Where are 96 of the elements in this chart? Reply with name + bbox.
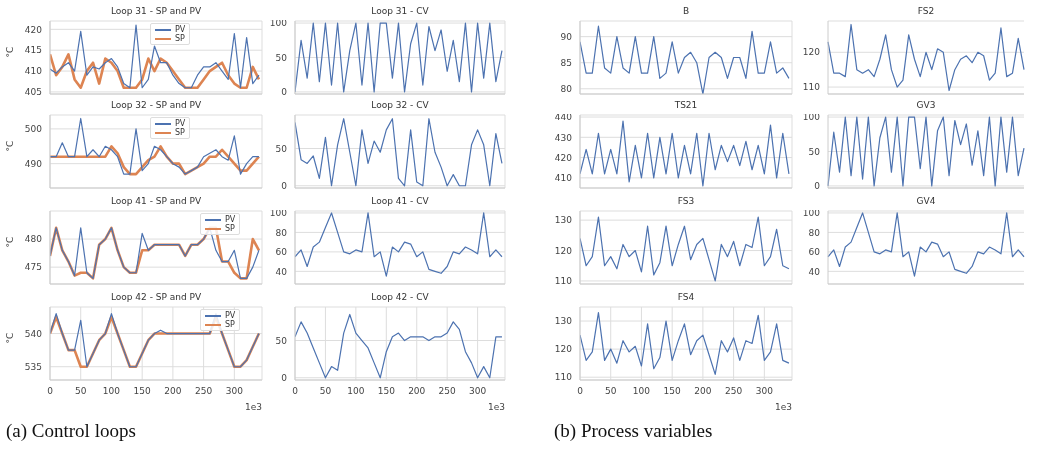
x-tick-label: 150 [133,386,152,397]
y-tick-label: 80 [275,227,288,238]
x-tick-label: 100 [347,386,365,397]
y-tick-label: 40 [808,266,821,277]
x-axis-title: 1e3 [775,402,792,412]
y-tick-label: 430 [554,132,573,143]
x-axis-title: 1e3 [488,402,505,412]
y-tick-label: 100 [802,112,821,123]
legend-label: PV [225,215,236,224]
y-tick-label: 80 [560,83,573,94]
x-tick-label: 300 [469,386,487,397]
y-tick-label: 0 [814,181,821,192]
legend-label: PV [225,311,236,320]
y-tick-label: 50 [275,52,288,63]
x-tick-label: 0 [577,386,584,397]
y-tick-label: 60 [275,247,288,258]
x-tick-label: 150 [663,386,682,397]
x-tick-label: 250 [438,386,457,397]
x-tick-label: 100 [102,386,121,397]
x-tick-label: 100 [632,386,651,397]
y-axis-title: °C [5,332,16,344]
chart-title: Loop 42 - SP and PV [109,292,203,302]
y-tick-label: 60 [808,247,821,258]
y-axis-title: °C [5,236,16,248]
y-tick-label: 110 [554,276,573,287]
y-tick-label: 90 [560,31,573,42]
legend-label: SP [225,224,235,233]
y-tick-label: 100 [269,18,288,29]
legend-label: SP [225,320,235,329]
chart-title: Loop 32 - CV [370,100,430,110]
y-tick-label: 100 [802,208,821,219]
y-tick-label: 110 [802,82,821,93]
y-tick-label: 500 [24,124,43,135]
x-tick-label: 200 [694,386,712,397]
y-tick-label: 0 [281,180,288,191]
chart-title: Loop 32 - SP and PV [109,100,203,110]
y-tick-label: 130 [554,316,573,327]
chart-title: GV4 [915,196,937,206]
y-tick-label: 120 [802,47,821,58]
y-tick-label: 80 [808,227,821,238]
y-tick-label: 410 [24,66,43,77]
legend-label: SP [175,34,185,43]
chart-title: B [681,6,691,16]
chart-title: Loop 42 - CV [370,292,430,302]
x-tick-label: 150 [377,386,396,397]
y-tick-label: 110 [554,372,573,383]
x-tick-label: 250 [195,386,213,397]
y-tick-label: 50 [275,335,288,346]
y-tick-label: 0 [281,87,288,98]
chart-title: FS2 [916,6,936,16]
x-tick-label: 0 [292,386,299,397]
y-tick-label: 85 [560,57,572,68]
y-tick-label: 130 [554,215,573,226]
x-axis-title: 1e3 [245,402,262,412]
x-tick-label: 200 [164,386,182,397]
x-tick-label: 50 [75,386,87,397]
y-tick-label: 410 [554,173,573,184]
y-tick-label: 540 [24,328,43,339]
y-tick-label: 50 [275,143,288,154]
y-tick-label: 120 [554,245,573,256]
chart-title: FS3 [676,196,696,206]
y-axis-title: °C [5,140,16,152]
y-tick-label: 50 [808,146,821,157]
y-tick-label: 120 [554,344,573,355]
y-tick-label: 490 [24,158,43,169]
x-tick-label: 300 [225,386,244,397]
y-tick-label: 475 [24,262,42,273]
y-tick-label: 415 [24,45,42,56]
y-tick-label: 535 [24,361,42,372]
x-tick-label: 200 [408,386,426,397]
y-tick-label: 440 [554,112,573,123]
legend-label: PV [175,119,186,128]
y-axis-title: °C [5,46,16,58]
x-tick-label: 50 [319,386,332,397]
y-tick-label: 420 [554,152,573,163]
legend-label: SP [175,128,185,137]
chart-title: Loop 31 - CV [370,6,430,16]
y-tick-label: 40 [275,266,288,277]
chart-title: TS21 [673,100,699,110]
y-tick-label: 480 [24,234,43,245]
text: (a) Control loops [6,420,136,442]
x-tick-label: 50 [605,386,617,397]
chart-title: Loop 41 - CV [370,196,430,206]
y-tick-label: 0 [281,372,288,383]
x-tick-label: 0 [47,386,54,397]
chart-title: Loop 41 - SP and PV [109,196,203,206]
x-tick-label: 250 [725,386,743,397]
y-tick-label: 420 [24,24,43,35]
chart-title: GV3 [915,100,937,110]
legend-label: PV [175,25,186,34]
text: (b) Process variables [554,420,713,442]
y-tick-label: 405 [24,87,42,98]
y-tick-label: 100 [269,208,288,219]
x-tick-label: 300 [755,386,774,397]
chart-title: FS4 [676,292,696,302]
chart-title: Loop 31 - SP and PV [109,6,203,16]
